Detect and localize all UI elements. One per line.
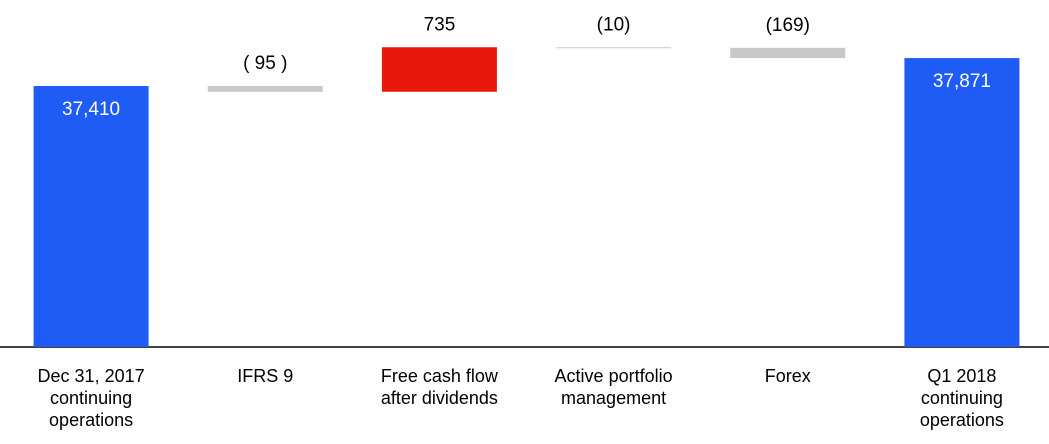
x-tick-label: Dec 31, 2017 continuing operations xyxy=(37,366,145,430)
value-label: 735 xyxy=(424,14,456,35)
bar xyxy=(904,58,1020,347)
bar xyxy=(730,47,846,59)
value-label: 37,410 xyxy=(62,99,120,120)
x-tick-label: Free cash flow after dividends xyxy=(380,366,498,408)
bar xyxy=(207,86,323,92)
value-label: 37,871 xyxy=(933,71,991,92)
value-label: (10) xyxy=(597,14,631,35)
x-tick-label: Forex xyxy=(764,366,811,386)
x-tick-label: IFRS 9 xyxy=(237,366,294,386)
bar xyxy=(556,47,672,49)
value-label: (169) xyxy=(766,15,810,36)
bar xyxy=(33,86,149,347)
value-label: ( 95 ) xyxy=(243,53,287,74)
x-tick-label: Active portfolio management xyxy=(554,366,673,408)
x-tick-label: Q1 2018 continuing operations xyxy=(919,366,1004,430)
bar xyxy=(381,47,497,92)
